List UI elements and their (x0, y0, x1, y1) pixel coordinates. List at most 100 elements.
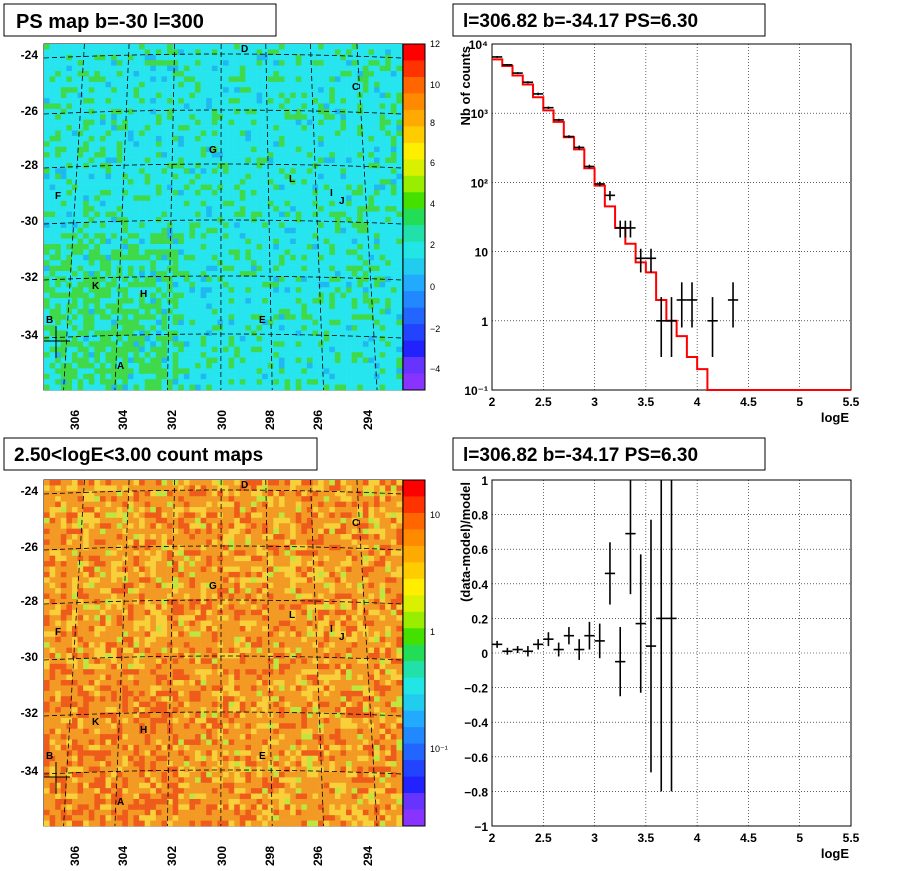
map-pixel (390, 162, 397, 169)
map-pixel (49, 303, 56, 310)
map-pixel (161, 244, 168, 250)
map-pixel (379, 485, 386, 492)
map-pixel (346, 98, 352, 104)
map-pixel (273, 135, 280, 142)
map-pixel (111, 271, 118, 277)
map-pixel (340, 103, 347, 110)
map-pixel (167, 238, 173, 245)
map-pixel (200, 92, 207, 99)
map-pixel (60, 65, 67, 72)
map-pixel (295, 98, 302, 104)
map-pixel (55, 330, 62, 337)
map-pixel (111, 81, 118, 88)
map-pixel (295, 368, 302, 375)
map-pixel (211, 238, 218, 245)
map-pixel (234, 507, 241, 513)
map-pixel (256, 222, 263, 229)
map-pixel (211, 368, 218, 375)
map-pixel (346, 81, 352, 88)
map-pixel (144, 507, 151, 513)
map-pixel (66, 485, 73, 492)
map-pixel (66, 254, 73, 261)
map-pixel (139, 87, 145, 93)
map-pixel (167, 92, 173, 99)
map-pixel (150, 308, 157, 315)
map-pixel (273, 227, 280, 234)
map-pixel (267, 341, 274, 348)
map-pixel (133, 265, 140, 272)
map-pixel (290, 384, 297, 391)
map-pixel (183, 184, 190, 191)
map-pixel (111, 184, 118, 191)
map-pixel (273, 189, 280, 196)
map-pixel (167, 330, 173, 337)
map-pixel (390, 108, 397, 115)
map-pixel (55, 281, 62, 288)
map-pixel (340, 173, 347, 180)
map-pixel (88, 490, 95, 497)
map-pixel (167, 87, 173, 93)
map-pixel (127, 141, 134, 148)
map-pixel (374, 146, 380, 153)
map-pixel (284, 379, 291, 385)
map-pixel (223, 211, 229, 218)
map-pixel (223, 523, 229, 529)
map-pixel (250, 152, 257, 158)
map-pixel (195, 298, 201, 304)
map-pixel (284, 217, 291, 223)
map-pixel (88, 373, 95, 380)
map-pixel (71, 308, 78, 315)
map-pixel (245, 168, 252, 175)
map-pixel (290, 314, 297, 321)
map-pixel (161, 222, 168, 229)
map-pixel (301, 227, 308, 234)
map-pixel (262, 325, 269, 331)
map-pixel (273, 319, 280, 326)
map-pixel (206, 507, 213, 513)
map-pixel (234, 152, 241, 158)
map-pixel (172, 98, 179, 104)
map-pixel (150, 271, 157, 277)
map-pixel (217, 534, 224, 540)
map-pixel (284, 517, 291, 524)
map-pixel (351, 281, 358, 288)
map-pixel (94, 135, 101, 142)
map-pixel (306, 341, 313, 348)
map-pixel (127, 238, 134, 245)
map-pixel (385, 335, 392, 342)
map-pixel (390, 265, 397, 272)
map-pixel (49, 308, 56, 315)
map-pixel (256, 60, 263, 66)
map-pixel (228, 544, 235, 551)
map-pixel (301, 157, 308, 164)
map-pixel (105, 523, 112, 529)
map-pixel (278, 496, 285, 502)
map-pixel (323, 260, 330, 266)
map-pixel (94, 539, 101, 546)
map-pixel (290, 501, 297, 508)
map-pixel (189, 528, 196, 535)
map-pixel (273, 308, 280, 315)
map-pixel (368, 330, 375, 337)
map-pixel (301, 195, 308, 202)
map-pixel (340, 485, 347, 492)
map-pixel (262, 501, 269, 508)
map-pixel (273, 534, 280, 540)
map-pixel (122, 330, 129, 337)
map-pixel (161, 341, 168, 348)
map-pixel (139, 162, 145, 169)
map-pixel (139, 308, 145, 315)
map-pixel (133, 108, 140, 115)
map-pixel (60, 534, 67, 540)
map-pixel (396, 65, 403, 72)
map-pixel (71, 135, 78, 142)
map-pixel (234, 135, 241, 142)
map-pixel (306, 87, 313, 93)
map-pixel (122, 189, 129, 196)
map-pixel (88, 352, 95, 358)
map-pixel (133, 357, 140, 364)
map-pixel (223, 146, 229, 153)
map-pixel (312, 227, 319, 234)
palette-label: 12 (430, 39, 440, 49)
map-pixel (396, 507, 403, 513)
